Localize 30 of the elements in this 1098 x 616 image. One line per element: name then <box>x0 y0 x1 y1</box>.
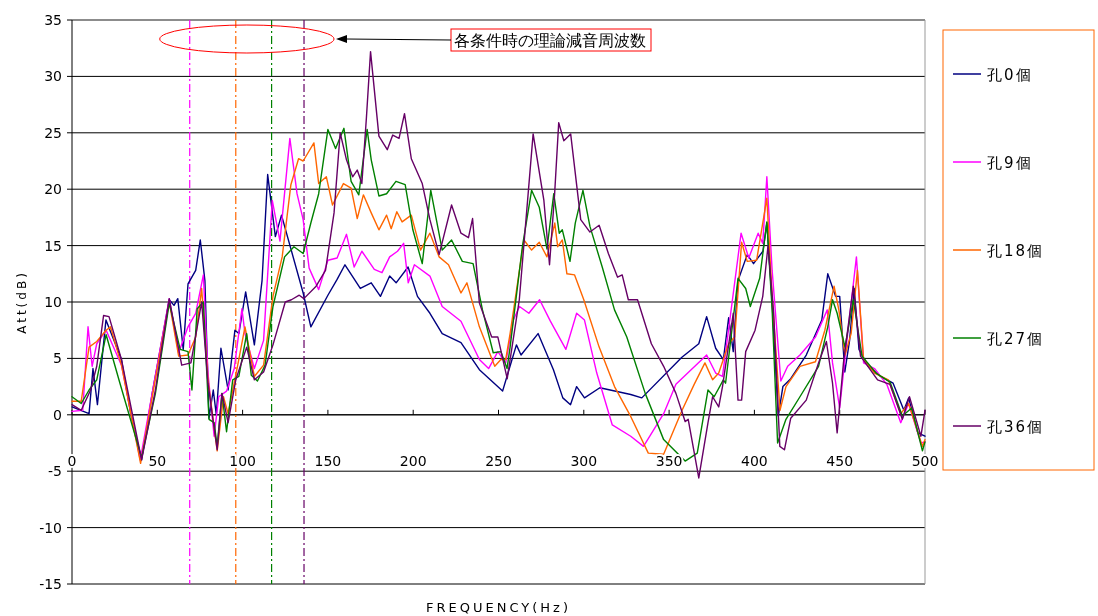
x-tick-label: 0 <box>67 452 77 469</box>
x-tick-label: 500 <box>911 452 939 469</box>
x-tick-label: 300 <box>570 452 598 469</box>
y-tick-label: 30 <box>44 68 62 85</box>
legend-label: 孔27個 <box>987 330 1045 348</box>
x-tick-label: 450 <box>826 452 854 469</box>
y-tick-label: 15 <box>44 237 62 254</box>
y-tick-label: 5 <box>53 350 62 367</box>
x-tick-label: 200 <box>399 452 427 469</box>
x-tick-label: 50 <box>148 452 167 469</box>
x-tick-label: 400 <box>741 452 768 469</box>
legend-label: 孔0個 <box>987 66 1033 84</box>
annotation: 各条件時の理論減音周波数 <box>454 31 646 50</box>
y-tick-label: 35 <box>44 12 62 28</box>
x-axis-title: FREQUENCY(Hz) <box>426 600 571 615</box>
y-tick-label: 0 <box>53 406 62 423</box>
y-tick-label: 25 <box>44 124 62 141</box>
x-tick-label: 150 <box>314 452 342 469</box>
x-tick-label: 350 <box>655 452 683 469</box>
x-tick-label: 100 <box>229 452 256 469</box>
y-tick-label: -10 <box>39 519 62 536</box>
x-tick-label: 250 <box>485 452 512 469</box>
y-axis-title: Att(dB) <box>15 270 29 334</box>
legend-label: 孔9個 <box>987 154 1033 172</box>
legend-label: 孔18個 <box>987 242 1045 260</box>
y-tick-label: 10 <box>44 294 62 310</box>
y-tick-label: 20 <box>44 181 62 198</box>
legend-label: 孔36個 <box>987 418 1045 436</box>
y-tick-label: -5 <box>48 463 62 480</box>
y-tick-label: -15 <box>39 576 62 592</box>
